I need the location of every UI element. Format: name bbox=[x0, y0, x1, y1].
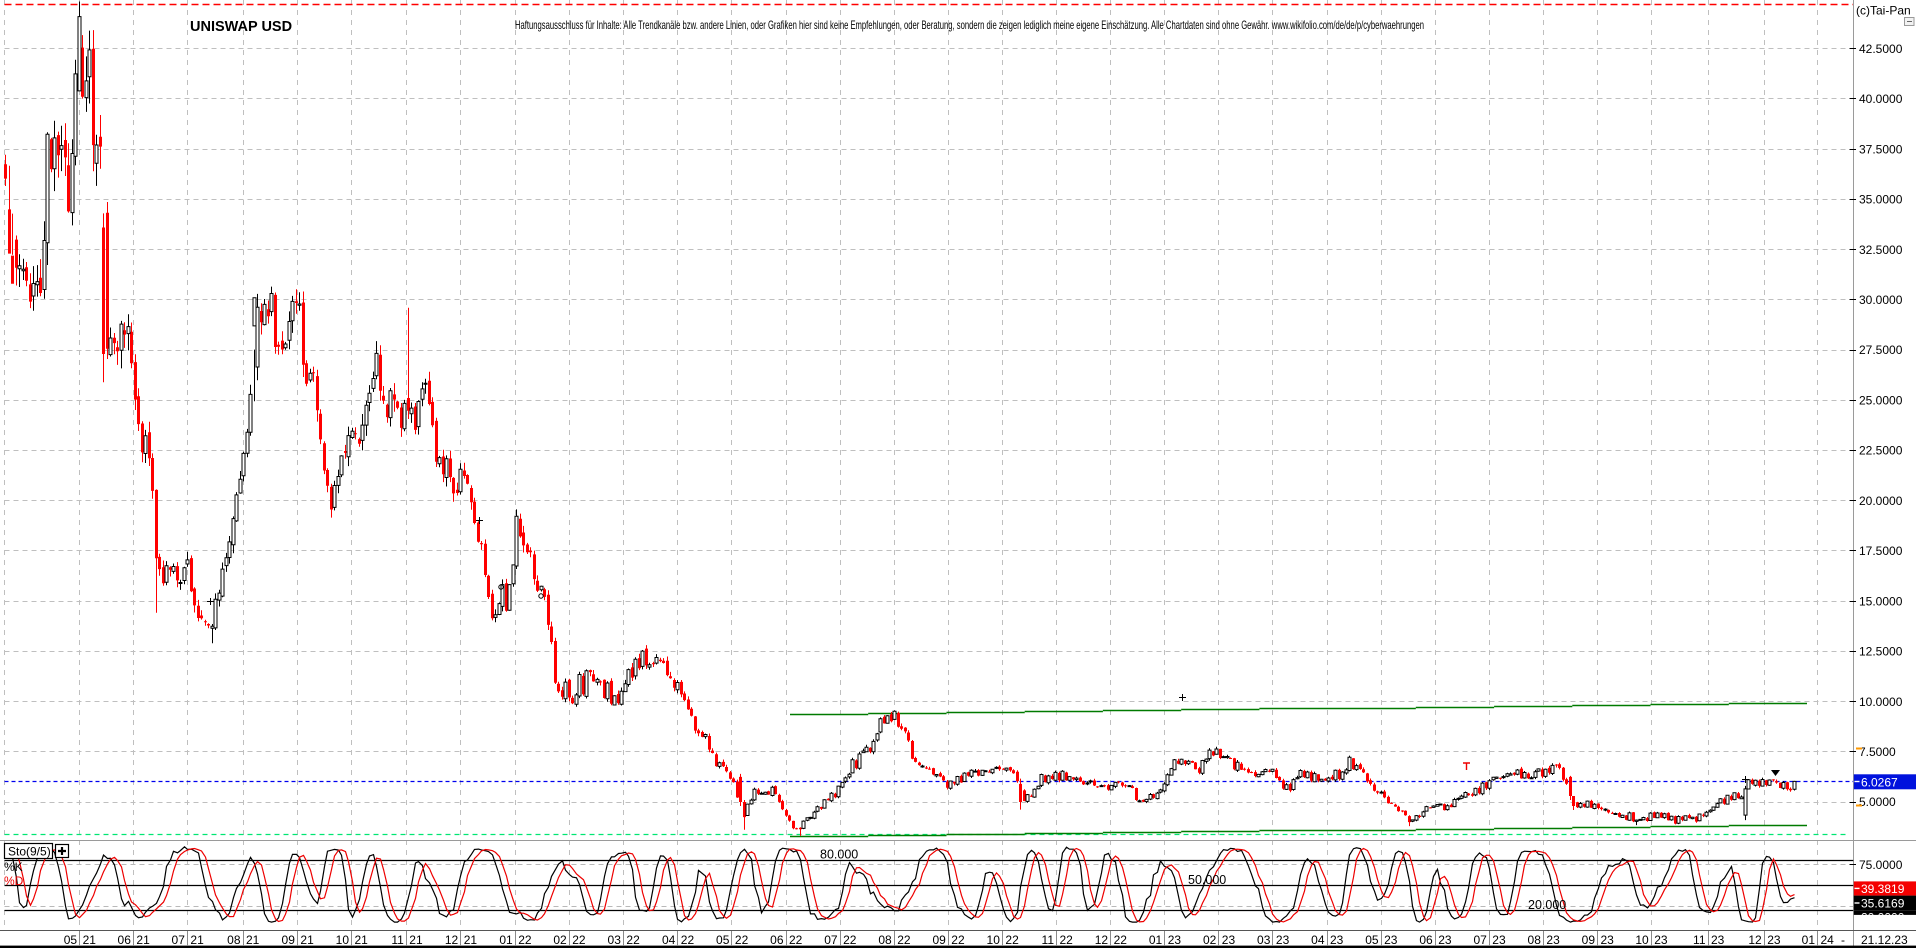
svg-text:40.0000: 40.0000 bbox=[1859, 92, 1903, 106]
svg-text:42.5000: 42.5000 bbox=[1859, 42, 1903, 56]
svg-text:23: 23 bbox=[1276, 933, 1290, 947]
svg-text:20.0000: 20.0000 bbox=[1859, 494, 1903, 508]
svg-text:08: 08 bbox=[878, 933, 892, 947]
svg-text:22: 22 bbox=[735, 933, 749, 947]
svg-text:08: 08 bbox=[227, 933, 241, 947]
svg-text:09: 09 bbox=[1582, 933, 1596, 947]
svg-text:21.12.23: 21.12.23 bbox=[1861, 933, 1908, 947]
svg-text:05: 05 bbox=[716, 933, 730, 947]
svg-text:7.5000: 7.5000 bbox=[1859, 745, 1896, 759]
svg-text:21: 21 bbox=[355, 933, 369, 947]
svg-text:07: 07 bbox=[1473, 933, 1487, 947]
svg-text:39.3819: 39.3819 bbox=[1861, 882, 1905, 896]
svg-text:Haftungsausschluss für Inhalte: Haftungsausschluss für Inhalte: Alle Tre… bbox=[515, 18, 1424, 32]
svg-text:02: 02 bbox=[553, 933, 567, 947]
svg-text:20.000: 20.000 bbox=[1528, 898, 1566, 912]
svg-text:09: 09 bbox=[282, 933, 296, 947]
svg-text:23: 23 bbox=[1601, 933, 1615, 947]
svg-text:03: 03 bbox=[1257, 933, 1271, 947]
svg-text:07: 07 bbox=[824, 933, 838, 947]
svg-text:10: 10 bbox=[987, 933, 1001, 947]
svg-text:11: 11 bbox=[1042, 933, 1055, 947]
svg-text:12: 12 bbox=[1748, 933, 1762, 947]
svg-text:21: 21 bbox=[246, 933, 260, 947]
svg-text:23: 23 bbox=[1654, 933, 1668, 947]
svg-text:22.5000: 22.5000 bbox=[1859, 444, 1903, 458]
svg-text:23: 23 bbox=[1546, 933, 1560, 947]
svg-text:22: 22 bbox=[572, 933, 586, 947]
svg-text:03: 03 bbox=[608, 933, 622, 947]
svg-text:21: 21 bbox=[83, 933, 97, 947]
svg-text:23: 23 bbox=[1222, 933, 1236, 947]
svg-text:22: 22 bbox=[843, 933, 857, 947]
svg-text:22: 22 bbox=[951, 933, 965, 947]
svg-text:32.5000: 32.5000 bbox=[1859, 243, 1903, 257]
svg-text:04: 04 bbox=[1311, 933, 1325, 947]
svg-text:75.0000: 75.0000 bbox=[1859, 858, 1903, 872]
svg-text:22: 22 bbox=[626, 933, 640, 947]
svg-text:21: 21 bbox=[190, 933, 204, 947]
svg-text:22: 22 bbox=[1060, 933, 1074, 947]
svg-text:Sto(9/5): Sto(9/5) bbox=[8, 845, 51, 859]
svg-text:23: 23 bbox=[1330, 933, 1344, 947]
svg-text:23: 23 bbox=[1438, 933, 1452, 947]
svg-text:01: 01 bbox=[1802, 933, 1816, 947]
svg-text:UNISWAP USD: UNISWAP USD bbox=[190, 19, 292, 35]
svg-text:25.0000: 25.0000 bbox=[1859, 393, 1903, 407]
svg-text:17.5000: 17.5000 bbox=[1859, 544, 1903, 558]
svg-text:24: 24 bbox=[1821, 933, 1835, 947]
svg-text:22: 22 bbox=[897, 933, 911, 947]
svg-text:5.0000: 5.0000 bbox=[1859, 795, 1896, 809]
svg-text:23: 23 bbox=[1384, 933, 1398, 947]
svg-text:37.5000: 37.5000 bbox=[1859, 142, 1903, 156]
svg-text:12: 12 bbox=[1095, 933, 1109, 947]
svg-text:08: 08 bbox=[1528, 933, 1542, 947]
svg-text:20.0000: 20.0000 bbox=[1861, 911, 1905, 925]
svg-text:04: 04 bbox=[662, 933, 676, 947]
svg-text:10: 10 bbox=[336, 933, 350, 947]
svg-text:09: 09 bbox=[932, 933, 946, 947]
svg-text:%K: %K bbox=[4, 860, 23, 874]
svg-text:22: 22 bbox=[518, 933, 532, 947]
svg-text:15.0000: 15.0000 bbox=[1859, 594, 1903, 608]
svg-text:30.0000: 30.0000 bbox=[1859, 293, 1903, 307]
svg-text:23: 23 bbox=[1492, 933, 1506, 947]
svg-text:23: 23 bbox=[1767, 933, 1781, 947]
svg-text:02: 02 bbox=[1203, 933, 1217, 947]
svg-text:80.000: 80.000 bbox=[820, 848, 858, 862]
svg-text:11: 11 bbox=[391, 933, 404, 947]
svg-text:12.5000: 12.5000 bbox=[1859, 645, 1903, 659]
svg-text:23: 23 bbox=[1168, 933, 1182, 947]
svg-text:21: 21 bbox=[409, 933, 423, 947]
svg-text:6.0267: 6.0267 bbox=[1861, 775, 1898, 789]
svg-text:10.0000: 10.0000 bbox=[1859, 695, 1903, 709]
svg-text:27.5000: 27.5000 bbox=[1859, 343, 1903, 357]
svg-text:22: 22 bbox=[681, 933, 695, 947]
svg-text:01: 01 bbox=[499, 933, 513, 947]
svg-text:21: 21 bbox=[464, 933, 478, 947]
svg-text:01: 01 bbox=[1149, 933, 1163, 947]
svg-text:06: 06 bbox=[770, 933, 784, 947]
svg-text:10: 10 bbox=[1635, 933, 1649, 947]
svg-text:21: 21 bbox=[136, 933, 150, 947]
svg-text:21: 21 bbox=[300, 933, 314, 947]
svg-text:05: 05 bbox=[1365, 933, 1379, 947]
svg-text:-: - bbox=[1841, 933, 1845, 947]
svg-text:35.0000: 35.0000 bbox=[1859, 193, 1903, 207]
svg-text:12: 12 bbox=[445, 933, 459, 947]
svg-text:22: 22 bbox=[1005, 933, 1019, 947]
svg-text:50.000: 50.000 bbox=[1188, 873, 1226, 887]
svg-text:06: 06 bbox=[1419, 933, 1433, 947]
svg-text:35.6169: 35.6169 bbox=[1861, 897, 1905, 911]
svg-text:22: 22 bbox=[1114, 933, 1128, 947]
svg-text:23: 23 bbox=[1711, 933, 1725, 947]
svg-text:(c)Tai-Pan: (c)Tai-Pan bbox=[1856, 4, 1911, 18]
svg-text:05: 05 bbox=[64, 933, 78, 947]
svg-text:11: 11 bbox=[1693, 933, 1706, 947]
svg-text:%D: %D bbox=[4, 874, 24, 888]
svg-text:06: 06 bbox=[118, 933, 132, 947]
svg-text:22: 22 bbox=[789, 933, 803, 947]
svg-text:07: 07 bbox=[172, 933, 186, 947]
